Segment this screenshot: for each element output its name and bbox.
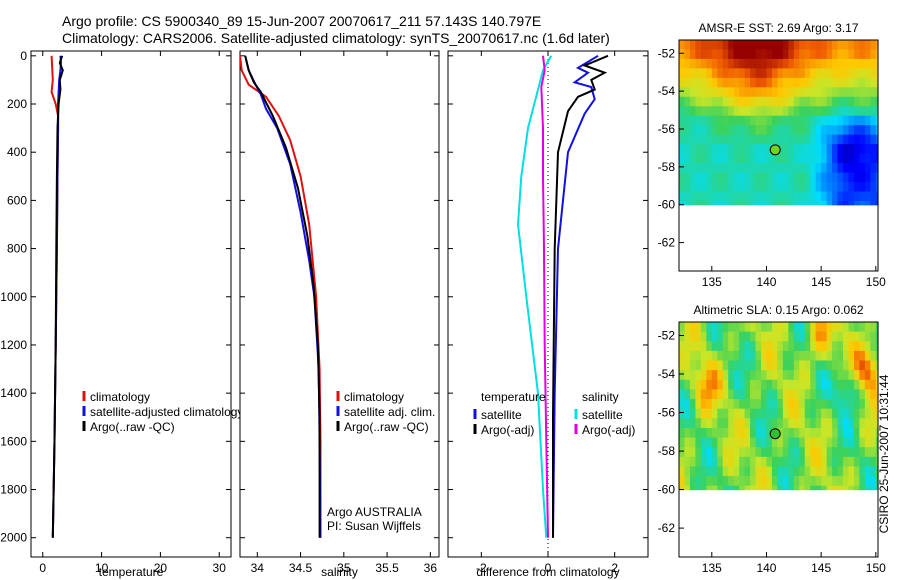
sst_map-xtick-label: 150	[866, 275, 886, 289]
temperature-ytick-label: 200	[7, 97, 27, 111]
sst_map-ytick-label: -56	[658, 122, 676, 136]
temperature-xtick-label: 0	[39, 561, 46, 575]
difference-series-temperature-satellite	[552, 54, 599, 538]
salinity-annotation: Argo AUSTRALIA	[327, 505, 422, 519]
temperature-legend-label: satellite-adjusted climatology	[90, 405, 243, 419]
salinity-annotation: PI: Susan Wijffels	[327, 519, 421, 533]
sla_map-ytick-label: -52	[658, 328, 676, 342]
sst_map-axes-box	[678, 39, 879, 272]
temperature-ytick-label: 1400	[0, 386, 27, 400]
sla_map-ytick-label: -62	[658, 521, 676, 535]
temperature-legend-label: Argo(..raw -QC)	[90, 420, 175, 434]
sla_map-axes-box	[678, 321, 879, 558]
difference-legend-title-temperature: temperature	[481, 390, 546, 404]
temperature-ytick-label: 1200	[0, 338, 27, 352]
sla_map-heatmap-cells	[679, 322, 879, 491]
salinity-xtick-label: 35	[337, 561, 351, 575]
salinity-legend-label: satellite adj. clim.	[344, 405, 435, 419]
temperature-ytick-label: 1000	[0, 290, 27, 304]
sst_map-heatmap-cells	[679, 40, 879, 206]
sst_map-panel: 135 140 145 150 -52 -54 -56 -58 -60 -62 AMSR-E SST…	[658, 21, 886, 289]
difference-series-temperature-argo-adj-	[552, 54, 609, 538]
salinity-panel: 34 34.5 35 35.5 36 salinity climatologysatelli…	[239, 50, 440, 579]
temperature-xtick-label: 30	[213, 561, 227, 575]
sla_map-ytick-label: -54	[658, 367, 676, 381]
salinity-legend-label: climatology	[344, 390, 404, 404]
temperature-ytick-label: 800	[7, 242, 27, 256]
sst_map-xtick-label: 140	[756, 275, 776, 289]
sla_map-argo-marker	[769, 428, 781, 440]
salinity-xtick-label: 35.5	[375, 561, 399, 575]
sst_map-argo-marker	[769, 144, 781, 156]
temperature-ytick-label: 1600	[0, 434, 27, 448]
salinity-xlabel: salinity	[321, 565, 358, 579]
sst_map-xtick-label: 135	[702, 275, 722, 289]
salinity-axes-box	[239, 50, 440, 558]
difference-xtick-label: -2	[476, 561, 487, 575]
temperature-ytick-label: 2000	[0, 531, 27, 545]
sla_map-title: Altimetric SLA: 0.15 Argo: 0.062	[693, 303, 863, 317]
temperature-legend-label: climatology	[90, 390, 150, 404]
temperature-ytick-label: 0	[20, 49, 27, 63]
temperature-xtick-label: 10	[95, 561, 109, 575]
figure-title-line-2: Climatology: CARS2006. Satellite-adjuste…	[62, 30, 610, 46]
difference-legend-label: Argo(-adj)	[582, 423, 635, 437]
temperature-axes-box	[30, 50, 232, 558]
temperature-panel: 0 10 20 30 temperature 0 200 400 600 800 1000 1200 1…	[0, 49, 243, 579]
temperature-ytick-label: 400	[7, 145, 27, 159]
sst_map-ytick-label: -58	[658, 160, 676, 174]
sla_map-ytick-label: -58	[658, 444, 676, 458]
sst_map-xtick-label: 145	[811, 275, 831, 289]
salinity-xtick-label: 34.5	[289, 561, 313, 575]
sst_map-ytick-label: -54	[658, 84, 676, 98]
sla_map-xtick-label: 135	[702, 561, 722, 575]
sla_map-ytick-label: -60	[658, 483, 676, 497]
salinity-series-argo-raw-qc-	[244, 55, 321, 538]
difference-xtick-label: 2	[611, 561, 618, 575]
temperature-xlabel: temperature	[99, 565, 164, 579]
salinity-xtick-label: 36	[424, 561, 438, 575]
temperature-ytick-label: 600	[7, 193, 27, 207]
sst_map-ytick-label: -60	[658, 198, 676, 212]
sla_map-xtick-label: 140	[756, 561, 776, 575]
difference-legend-label: satellite	[481, 408, 522, 422]
figure-title-line-1: Argo profile: CS 5900340_89 15-Jun-2007 …	[62, 13, 542, 29]
difference-legend-label: Argo(-adj)	[481, 423, 534, 437]
sst_map-title: AMSR-E SST: 2.69 Argo: 3.17	[698, 21, 858, 35]
sla_map-panel: 135 140 145 150 -52 -54 -56 -58 -60 -62 Altimetric…	[658, 303, 886, 575]
temperature-xtick-label: 20	[154, 561, 168, 575]
sla_map-xtick-label: 150	[866, 561, 886, 575]
difference-legend-label: satellite	[582, 408, 623, 422]
sst_map-ytick-label: -62	[658, 236, 676, 250]
temperature-ytick-label: 1800	[0, 483, 27, 497]
difference-xlabel: difference from climatology	[476, 565, 619, 579]
sst_map-ytick-label: -52	[658, 46, 676, 60]
difference-series-salinity-satellite	[516, 55, 553, 538]
sla_map-ytick-label: -56	[658, 406, 676, 420]
sla_map-xtick-label: 145	[811, 561, 831, 575]
difference-series-salinity-argo-adj-	[540, 55, 549, 538]
difference-legend-title-salinity: salinity	[582, 390, 619, 404]
salinity-xtick-label: 34	[251, 561, 265, 575]
difference-xtick-label: 0	[545, 561, 552, 575]
salinity-legend-label: Argo(..raw -QC)	[344, 420, 429, 434]
temperature-series-argo-raw-qc-	[51, 55, 64, 538]
